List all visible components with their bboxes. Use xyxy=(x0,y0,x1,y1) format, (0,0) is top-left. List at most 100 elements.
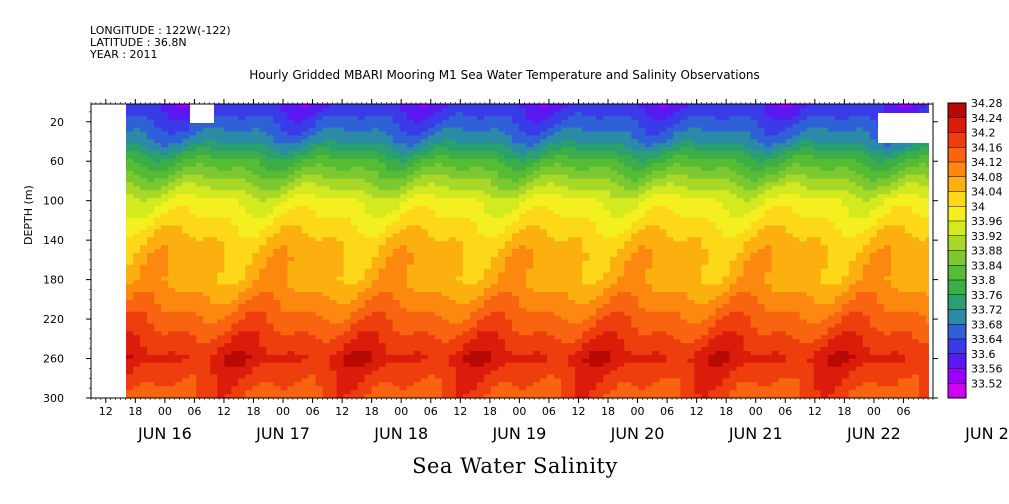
heatmap-cell xyxy=(526,296,534,301)
heatmap-cell xyxy=(294,127,303,133)
heatmap-cell xyxy=(182,186,190,191)
heatmap-cell xyxy=(469,374,478,379)
heatmap-cell xyxy=(483,233,492,238)
heatmap-cell xyxy=(526,390,534,395)
heatmap-cell xyxy=(441,225,450,231)
heatmap-cell xyxy=(413,288,422,293)
heatmap-cell xyxy=(252,296,260,301)
heatmap-cell xyxy=(161,198,169,203)
heatmap-cell xyxy=(133,135,141,140)
heatmap-cell xyxy=(441,237,450,242)
heatmap-cell xyxy=(203,190,211,195)
heatmap-cell xyxy=(371,280,380,285)
heatmap-cell xyxy=(497,296,506,301)
heatmap-cell xyxy=(126,107,134,113)
heatmap-cell xyxy=(476,182,485,187)
heatmap-cell xyxy=(385,288,394,293)
heatmap-cell xyxy=(231,213,239,219)
heatmap-cell xyxy=(301,386,310,391)
heatmap-cell xyxy=(238,213,246,219)
heatmap-cell xyxy=(497,233,506,238)
heatmap-cell xyxy=(133,354,141,360)
heatmap-cell xyxy=(469,182,478,187)
heatmap-cell xyxy=(406,331,415,336)
heatmap-cell xyxy=(161,205,169,211)
heatmap-cell xyxy=(343,300,352,305)
heatmap-cell xyxy=(504,158,513,164)
heatmap-cell xyxy=(140,296,148,301)
heatmap-cell xyxy=(519,166,527,172)
heatmap-cell xyxy=(343,190,352,195)
heatmap-cell xyxy=(434,115,443,121)
heatmap-cell xyxy=(231,350,239,356)
heatmap-cell xyxy=(301,335,310,340)
heatmap-cell xyxy=(441,382,450,387)
heatmap-cell xyxy=(448,154,457,160)
heatmap-cell xyxy=(469,339,478,344)
heatmap-cell xyxy=(512,260,520,266)
heatmap-cell xyxy=(329,194,338,199)
heatmap-cell xyxy=(329,378,338,383)
heatmap-cell xyxy=(189,268,197,274)
heatmap-cell xyxy=(147,151,155,156)
heatmap-cell xyxy=(280,139,289,144)
heatmap-cell xyxy=(126,194,134,199)
heatmap-cell xyxy=(217,303,225,309)
heatmap-cell xyxy=(357,311,366,317)
heatmap-cell xyxy=(427,166,436,172)
heatmap-cell xyxy=(266,127,275,133)
heatmap-cell xyxy=(427,104,436,109)
heatmap-cell xyxy=(350,343,359,348)
heatmap-cell xyxy=(280,331,289,336)
heatmap-cell xyxy=(329,276,338,281)
heatmap-cell xyxy=(294,190,303,195)
heatmap-cell xyxy=(266,260,275,266)
heatmap-cell xyxy=(161,331,169,336)
heatmap-cell xyxy=(217,111,225,117)
heatmap-cell xyxy=(413,143,422,148)
heatmap-cell xyxy=(427,139,436,144)
heatmap-cell xyxy=(519,347,527,352)
heatmap-cell xyxy=(462,288,471,293)
heatmap-cell xyxy=(504,272,513,278)
heatmap-cell xyxy=(504,154,513,160)
heatmap-cell xyxy=(322,139,331,144)
heatmap-cell xyxy=(273,394,282,398)
heatmap-cell xyxy=(133,111,141,117)
heatmap-cell xyxy=(203,296,211,301)
heatmap-cell xyxy=(252,366,260,372)
heatmap-cell xyxy=(210,154,218,160)
heatmap-cell xyxy=(245,362,253,368)
heatmap-cell xyxy=(217,386,225,391)
heatmap-cell xyxy=(294,284,303,289)
heatmap-cell xyxy=(512,174,520,180)
heatmap-cell xyxy=(441,166,450,172)
heatmap-cell xyxy=(343,268,352,274)
heatmap-cell xyxy=(238,104,246,109)
heatmap-cell xyxy=(343,260,352,266)
heatmap-cell xyxy=(140,323,148,329)
heatmap-cell xyxy=(294,170,303,176)
heatmap-cell xyxy=(224,158,232,164)
heatmap-cell xyxy=(406,178,415,183)
heatmap-cell xyxy=(357,186,366,191)
heatmap-cell xyxy=(476,245,485,250)
heatmap-cell xyxy=(126,217,134,223)
heatmap-cell xyxy=(357,272,366,278)
heatmap-cell xyxy=(533,343,541,348)
heatmap-cell xyxy=(231,260,239,266)
heatmap-cell xyxy=(540,327,548,332)
heatmap-cell xyxy=(413,378,422,383)
heatmap-cell xyxy=(483,107,492,113)
heatmap-cell xyxy=(175,303,183,309)
heatmap-cell xyxy=(287,225,296,231)
heatmap-cell xyxy=(189,292,197,297)
heatmap-cell xyxy=(238,131,246,136)
heatmap-cell xyxy=(504,319,513,325)
heatmap-cell xyxy=(533,104,541,109)
heatmap-cell xyxy=(252,382,260,387)
heatmap-cell xyxy=(406,300,415,305)
heatmap-cell xyxy=(245,107,253,113)
heatmap-cell xyxy=(336,139,345,144)
heatmap-cell xyxy=(161,386,169,391)
